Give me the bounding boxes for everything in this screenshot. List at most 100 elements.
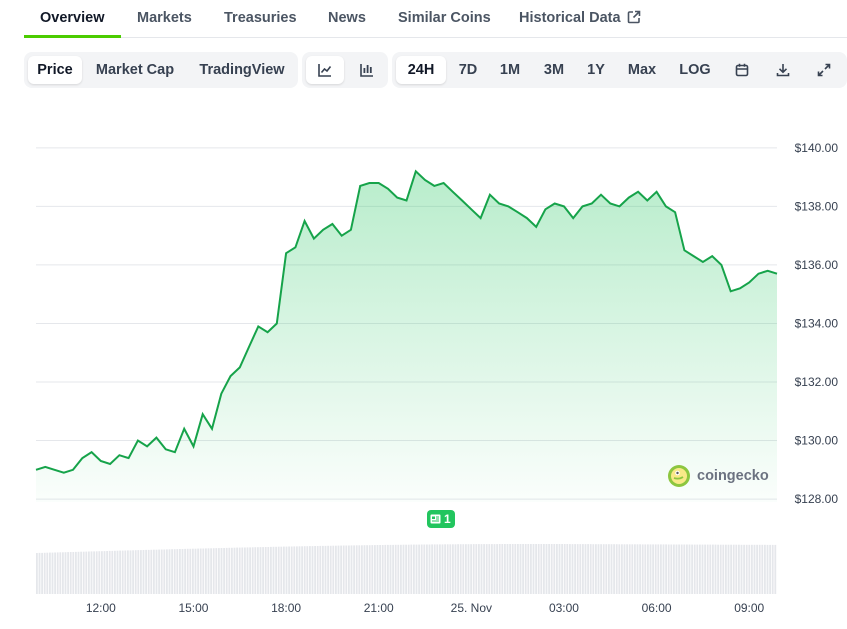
x-axis-labels: 12:00 15:00 18:00 21:00 25. Nov 03:00 06:00 09:… <box>86 601 765 615</box>
volume-bar <box>491 544 493 594</box>
volume-bar <box>756 544 758 594</box>
volume-bar <box>462 544 465 594</box>
volume-bar <box>748 544 751 594</box>
volume-bar <box>303 546 306 594</box>
volume-bar <box>296 546 298 594</box>
tab-historical-data[interactable]: Historical Data <box>519 10 641 26</box>
volume-bar <box>712 544 714 594</box>
volume-bar <box>449 544 452 594</box>
volume-bar <box>59 552 62 594</box>
volume-bar <box>771 544 774 594</box>
volume-bar <box>537 544 540 594</box>
x-tick-label: 21:00 <box>364 601 394 615</box>
candlestick-button[interactable] <box>348 56 386 84</box>
volume-bar <box>103 551 106 594</box>
volume-bar <box>368 545 371 594</box>
view-market-cap-button[interactable]: Market Cap <box>95 62 175 78</box>
volume-bar <box>353 545 355 594</box>
volume-bar <box>231 547 233 594</box>
volume-bar <box>436 544 439 594</box>
volume-bar <box>192 548 194 594</box>
view-price-button[interactable]: Price <box>28 56 82 84</box>
range-max-button[interactable]: Max <box>627 62 657 78</box>
fullscreen-button[interactable] <box>806 56 842 84</box>
date-range-button[interactable] <box>724 56 760 84</box>
newspaper-icon <box>430 514 441 524</box>
volume-bar <box>740 544 743 594</box>
volume-bar <box>82 551 85 594</box>
volume-bar <box>751 544 753 594</box>
volume-bar <box>678 544 680 594</box>
volume-bar <box>145 549 147 594</box>
calendar-icon <box>735 63 749 77</box>
volume-bar <box>649 544 652 594</box>
log-scale-button[interactable]: LOG <box>679 62 711 78</box>
volume-bar <box>49 552 51 594</box>
volume-bar <box>527 544 530 594</box>
range-1y-button[interactable]: 1Y <box>587 62 605 78</box>
range-24h-button[interactable]: 24H <box>396 56 446 84</box>
tab-overview[interactable]: Overview <box>40 10 105 26</box>
volume-bar <box>631 544 634 594</box>
range-7d-button[interactable]: 7D <box>458 62 478 78</box>
download-button[interactable] <box>765 56 801 84</box>
volume-bar <box>202 548 205 594</box>
volume-bar <box>621 544 623 594</box>
volume-bar <box>634 544 636 594</box>
y-tick-label: $134.00 <box>795 316 839 330</box>
volume-bar <box>639 544 641 594</box>
volume-bar <box>623 544 626 594</box>
view-tradingview-button[interactable]: TradingView <box>199 62 285 78</box>
volume-bar <box>626 544 628 594</box>
volume-bar <box>56 552 59 594</box>
tab-similar-coins[interactable]: Similar Coins <box>398 10 491 26</box>
volume-bar <box>727 544 730 594</box>
volume-bar <box>660 544 662 594</box>
volume-bar <box>158 549 160 594</box>
volume-bar <box>641 544 644 594</box>
volume-bar <box>236 547 238 594</box>
volume-bar <box>584 544 587 594</box>
volume-bar <box>540 544 543 594</box>
price-area <box>36 171 777 503</box>
volume-bar <box>615 544 618 594</box>
volume-bar <box>680 544 683 594</box>
volume-bar <box>72 552 75 594</box>
volume-bar <box>51 552 54 594</box>
tab-markets[interactable]: Markets <box>137 10 192 26</box>
volume-bar <box>407 544 410 594</box>
volume-bar <box>41 552 43 594</box>
volume-bar <box>150 549 153 594</box>
volume-bar <box>439 544 441 594</box>
volume-bar <box>543 544 545 594</box>
news-event-badge[interactable]: 1 <box>427 510 455 528</box>
volume-bar <box>475 544 478 594</box>
line-chart-button[interactable] <box>306 56 344 84</box>
price-chart[interactable]: $140.00 $138.00 $136.00 $134.00 $132.00 $130.… <box>0 100 847 629</box>
volume-bar <box>670 544 673 594</box>
volume-bar <box>137 550 140 594</box>
volume-bar <box>613 544 615 594</box>
volume-bar <box>558 544 561 594</box>
volume-bar <box>111 550 114 594</box>
volume-bar <box>218 548 220 594</box>
tab-treasuries[interactable]: Treasuries <box>224 10 297 26</box>
volume-bar <box>467 544 470 594</box>
volume-bar <box>251 547 254 594</box>
volume-bar <box>38 552 41 594</box>
volume-bar <box>166 549 168 594</box>
volume-bar <box>322 545 324 594</box>
range-3m-button[interactable]: 3M <box>543 62 565 78</box>
volume-bar <box>168 549 171 594</box>
x-tick-label: 25. Nov <box>451 601 492 615</box>
tab-news[interactable]: News <box>328 10 366 26</box>
volume-bar <box>298 546 301 594</box>
volume-bar <box>413 544 415 594</box>
coingecko-watermark: coingecko <box>667 464 769 488</box>
volume-bar <box>153 549 155 594</box>
volume-bar <box>725 544 727 594</box>
range-1m-button[interactable]: 1M <box>499 62 521 78</box>
volume-bar <box>288 546 290 594</box>
volume-bar <box>699 544 701 594</box>
volume-bar <box>249 547 251 594</box>
